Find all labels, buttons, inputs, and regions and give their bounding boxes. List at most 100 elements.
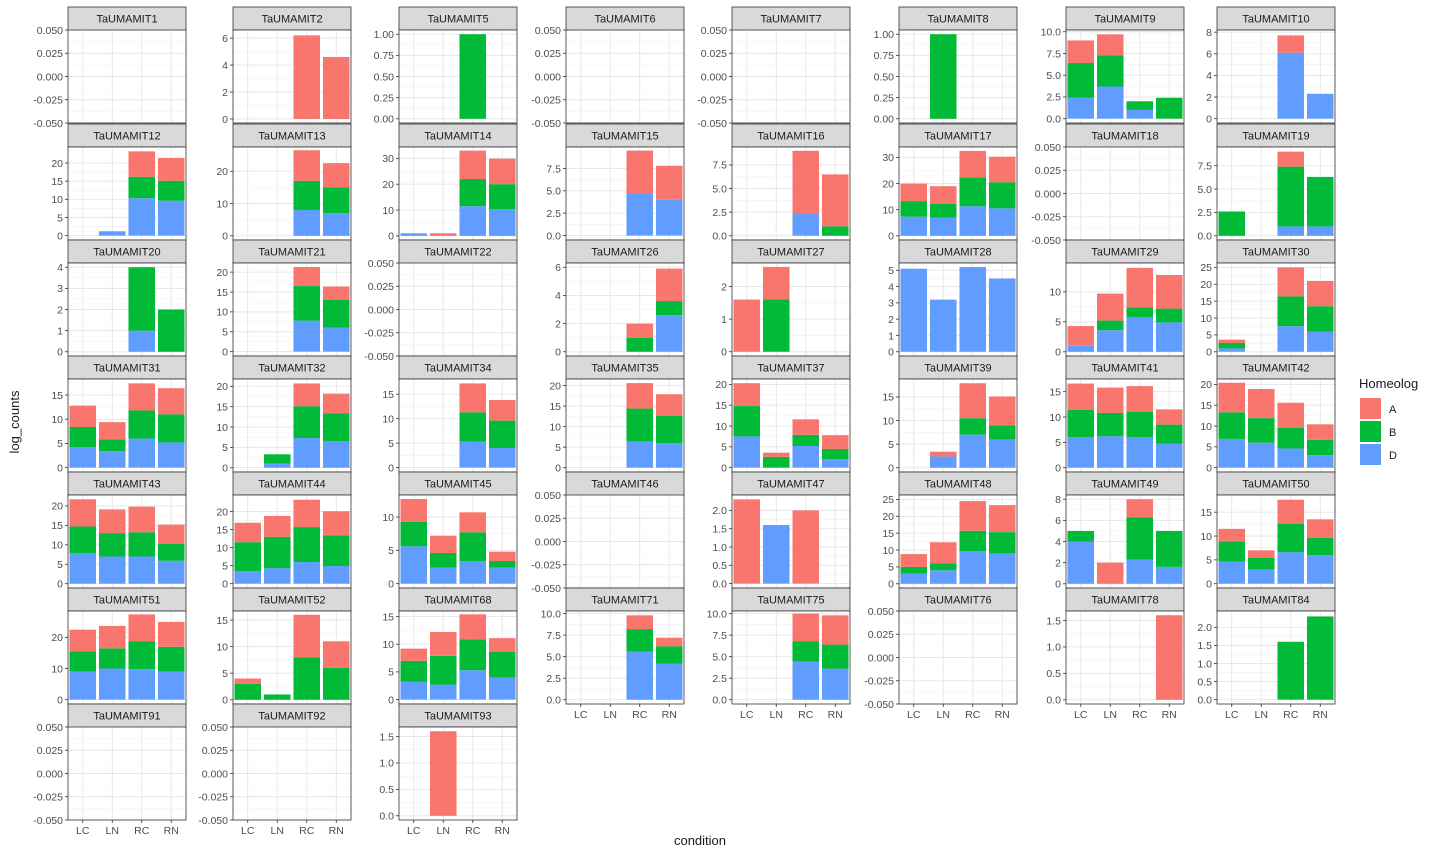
bar-segment-A: [69, 629, 97, 652]
bar-segment-A: [1096, 562, 1124, 584]
bar-segment-D: [929, 456, 957, 468]
y-tick-label: 30: [382, 153, 394, 165]
bar-segment-D: [157, 442, 185, 468]
legend-key-D: [1360, 444, 1381, 465]
y-tick-label: 20: [1200, 379, 1212, 391]
bar-segment-D: [900, 573, 928, 584]
bar-segment-B: [488, 420, 516, 449]
x-tick-label: RN: [1313, 709, 1328, 721]
bar-segment-D: [792, 214, 820, 236]
facet-title: TaUMAMIT51: [93, 595, 160, 607]
bar-segment-A: [1155, 615, 1183, 700]
bar-segment-B: [959, 530, 987, 552]
y-tick-label: 5: [57, 212, 63, 224]
x-tick-label: LC: [1225, 709, 1239, 721]
legend-label: D: [1389, 450, 1397, 462]
bar-segment-B: [459, 532, 487, 561]
y-tick-label: 2: [1055, 557, 1061, 569]
bar-segment-A: [293, 614, 321, 658]
bar-segment-B: [929, 563, 957, 571]
legend-title: Homeolog: [1359, 376, 1418, 391]
y-tick-label: 20: [216, 381, 228, 393]
bar-segment-B: [263, 454, 291, 464]
bar-segment-B: [900, 201, 928, 217]
bar-segment-B: [429, 655, 457, 685]
x-tick-label: RC: [299, 825, 315, 837]
bar-segment-B: [1277, 523, 1305, 553]
y-tick-label: 0.000: [37, 768, 63, 780]
bar-segment-D: [429, 567, 457, 584]
bar-segment-A: [128, 506, 156, 533]
y-tick-label: 20: [51, 158, 63, 170]
bar-segment-D: [157, 560, 185, 584]
facet-title: TaUMAMIT43: [93, 479, 160, 491]
bar-segment-D: [69, 671, 97, 700]
facet-title: TaUMAMIT48: [924, 479, 991, 491]
bar-segment-B: [733, 406, 761, 437]
facet-title: TaUMAMIT52: [258, 595, 325, 607]
y-tick-label: -0.025: [33, 792, 63, 804]
bar-segment-D: [293, 438, 321, 468]
bar-segment-A: [959, 501, 987, 531]
y-tick-label: 5: [388, 667, 394, 679]
y-tick-label: 20: [382, 179, 394, 191]
facet-title: TaUMAMIT7: [760, 14, 821, 26]
bar-segment-D: [655, 315, 683, 352]
bar-segment-B: [488, 651, 516, 678]
y-tick-label: 0.025: [1035, 165, 1061, 177]
x-tick-label: LN: [1104, 709, 1117, 721]
y-tick-label: 10: [382, 413, 394, 425]
facet-title: TaUMAMIT21: [258, 247, 325, 259]
bar-segment-B: [821, 448, 849, 460]
bar-segment-A: [821, 174, 849, 227]
y-tick-label: 20: [882, 178, 894, 190]
bar-segment-D: [128, 438, 156, 468]
y-tick-label: 0: [388, 462, 394, 474]
bar-segment-B: [128, 410, 156, 439]
y-tick-label: 5.0: [1197, 184, 1212, 196]
bar-segment-B: [1306, 616, 1334, 700]
y-tick-label: 5: [888, 439, 894, 451]
y-tick-label: 10.0: [707, 608, 728, 620]
bar-segment-B: [69, 651, 97, 672]
bar-segment-D: [1067, 541, 1095, 584]
y-tick-label: 7.5: [712, 630, 727, 642]
bar-segment-A: [1306, 280, 1334, 307]
y-tick-label: 0: [1206, 113, 1212, 125]
bar-segment-A: [293, 499, 321, 528]
y-tick-label: -0.025: [531, 560, 561, 572]
facet-title: TaUMAMIT42: [1242, 363, 1309, 375]
bar-segment-D: [1155, 443, 1183, 468]
bar-segment-A: [322, 393, 350, 414]
bar-segment-A: [1126, 386, 1154, 412]
bar-segment-B: [792, 434, 820, 446]
y-tick-label: 0.050: [37, 25, 63, 37]
bar-segment-A: [429, 731, 457, 816]
bar-segment-D: [488, 448, 516, 468]
bar-segment-A: [98, 625, 126, 649]
y-tick-label: -0.050: [364, 351, 394, 363]
bar-segment-D: [1126, 559, 1154, 584]
bar-segment-B: [400, 521, 428, 547]
y-tick-label: 10: [882, 545, 894, 557]
y-tick-label: 2.5: [712, 207, 727, 219]
bar-segment-B: [1096, 55, 1124, 87]
x-tick-label: LC: [241, 825, 255, 837]
facet-title: TaUMAMIT46: [591, 479, 658, 491]
y-tick-label: 20: [549, 380, 561, 392]
bar-segment-D: [655, 443, 683, 468]
bar-segment-A: [234, 522, 262, 543]
y-tick-label: 10: [1049, 412, 1061, 424]
bar-segment-B: [1277, 641, 1305, 700]
bar-segment-B: [1247, 557, 1275, 570]
bar-segment-B: [988, 532, 1016, 554]
bar-segment-D: [1247, 569, 1275, 584]
bar-segment-A: [733, 499, 761, 584]
bar-segment-D: [1306, 93, 1334, 119]
bar-segment-D: [1218, 438, 1246, 468]
bar-segment-A: [900, 183, 928, 202]
bar-segment-A: [157, 157, 185, 181]
bar-segment-D: [959, 267, 987, 352]
bar-segment-D: [1096, 86, 1124, 119]
bar-segment-A: [1277, 35, 1305, 53]
